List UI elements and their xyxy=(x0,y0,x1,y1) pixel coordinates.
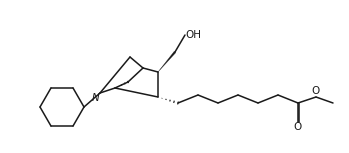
Text: OH: OH xyxy=(186,30,201,40)
Polygon shape xyxy=(158,51,176,72)
Text: O: O xyxy=(312,86,320,96)
Text: O: O xyxy=(294,123,302,132)
Text: N: N xyxy=(91,93,99,103)
